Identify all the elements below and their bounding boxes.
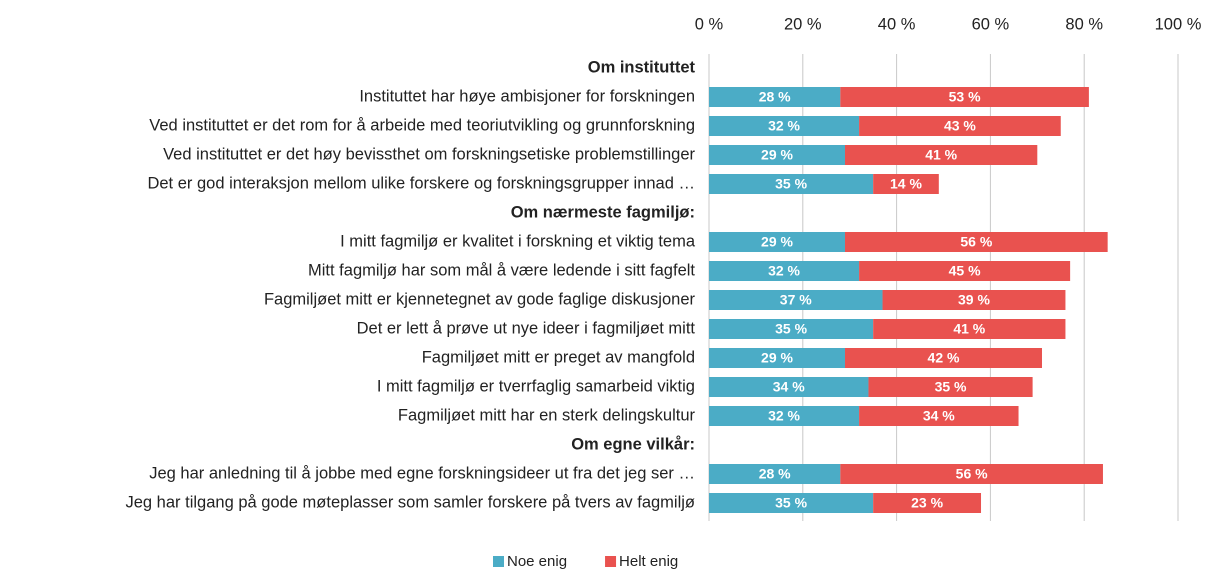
legend-swatch xyxy=(605,556,617,567)
bar-segment xyxy=(873,493,982,513)
bar-segment xyxy=(845,232,1108,252)
legend-swatch xyxy=(493,556,504,567)
value-label: 29 % xyxy=(761,234,793,250)
x-tick-label: 0 % xyxy=(695,15,724,33)
category-label: Mitt fagmiljø har som mål å være ledende… xyxy=(308,261,695,279)
bar-segment xyxy=(709,261,860,281)
category-label: Ved instituttet er det rom for å arbeide… xyxy=(149,116,695,134)
bar-segment xyxy=(709,232,846,252)
legend-label: Noe enig xyxy=(507,553,567,570)
value-label: 56 % xyxy=(956,466,988,482)
bar-segment xyxy=(709,87,841,107)
value-label: 35 % xyxy=(775,176,807,192)
group-header: Om nærmeste fagmiljø: xyxy=(511,203,695,221)
bar-segment xyxy=(709,174,874,194)
bar-segment xyxy=(840,87,1089,107)
bar-segment xyxy=(709,319,874,339)
bar-segment xyxy=(868,377,1033,397)
value-label: 43 % xyxy=(944,118,976,134)
legend-label: Helt enig xyxy=(619,553,678,570)
value-label: 41 % xyxy=(925,147,957,163)
value-label: 32 % xyxy=(768,118,800,134)
x-tick-label: 40 % xyxy=(878,15,916,33)
bar-segment xyxy=(709,145,846,165)
bar-segment xyxy=(709,406,860,426)
x-tick-label: 60 % xyxy=(972,15,1010,33)
value-label: 42 % xyxy=(928,350,960,366)
value-label: 34 % xyxy=(923,408,955,424)
bar-segment xyxy=(709,493,874,513)
value-label: 56 % xyxy=(960,234,992,250)
value-label: 28 % xyxy=(759,466,791,482)
category-label: Ved instituttet er det høy bevissthet om… xyxy=(163,145,695,163)
bar-segment xyxy=(845,348,1042,368)
value-label: 37 % xyxy=(780,292,812,308)
category-label: Jeg har anledning til å jobbe med egne f… xyxy=(149,464,695,482)
value-label: 14 % xyxy=(890,176,922,192)
value-label: 32 % xyxy=(768,408,800,424)
bar-segment xyxy=(845,145,1038,165)
bar-segment xyxy=(709,348,846,368)
value-label: 28 % xyxy=(759,89,791,105)
value-label: 29 % xyxy=(761,147,793,163)
value-label: 35 % xyxy=(775,495,807,511)
bar-segment xyxy=(882,290,1066,310)
x-tick-label: 20 % xyxy=(784,15,822,33)
category-label: Fagmiljøet mitt har en sterk delingskult… xyxy=(398,406,696,424)
category-label: Det er god interaksjon mellom ulike fors… xyxy=(147,174,695,192)
bar-segment xyxy=(859,406,1019,426)
bar-segment xyxy=(840,464,1103,484)
x-tick-label: 100 % xyxy=(1155,15,1202,33)
value-label: 39 % xyxy=(958,292,990,308)
bar-segment xyxy=(709,377,869,397)
value-label: 35 % xyxy=(775,321,807,337)
category-label: I mitt fagmiljø er kvalitet i forskning … xyxy=(340,232,696,250)
category-label: Det er lett å prøve ut nye ideer i fagmi… xyxy=(357,319,696,337)
bar-segment xyxy=(859,116,1061,136)
value-label: 23 % xyxy=(911,495,943,511)
category-label: Fagmiljøet mitt er kjennetegnet av gode … xyxy=(264,290,696,308)
bar-segment xyxy=(873,319,1066,339)
category-label: Instituttet har høye ambisjoner for fors… xyxy=(359,87,695,105)
group-header: Om instituttet xyxy=(588,58,696,76)
value-label: 35 % xyxy=(935,379,967,395)
x-tick-label: 80 % xyxy=(1065,15,1103,33)
category-label: I mitt fagmiljø er tverrfaglig samarbeid… xyxy=(377,377,695,395)
value-label: 41 % xyxy=(953,321,985,337)
bar-segment xyxy=(859,261,1071,281)
value-label: 45 % xyxy=(949,263,981,279)
value-label: 53 % xyxy=(949,89,981,105)
bar-segment xyxy=(709,116,860,136)
category-label: Fagmiljøet mitt er preget av mangfold xyxy=(422,348,695,366)
category-label: Jeg har tilgang på gode møteplasser som … xyxy=(126,493,696,511)
value-label: 29 % xyxy=(761,350,793,366)
bar-segment xyxy=(709,464,841,484)
bar-segment xyxy=(873,174,939,194)
value-label: 34 % xyxy=(773,379,805,395)
value-label: 32 % xyxy=(768,263,800,279)
bar-segment xyxy=(709,290,883,310)
group-header: Om egne vilkår: xyxy=(571,435,695,453)
